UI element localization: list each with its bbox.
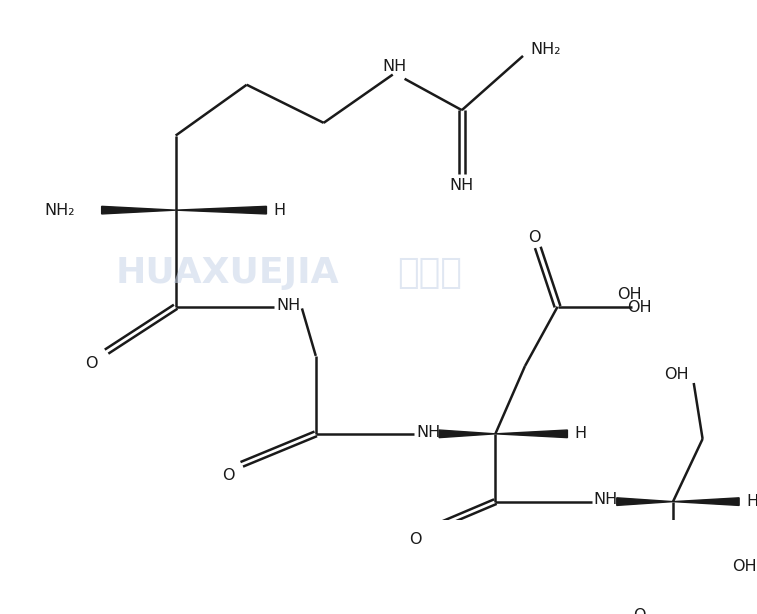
Text: NH: NH: [593, 492, 618, 507]
Polygon shape: [617, 498, 673, 505]
Text: OH: OH: [627, 300, 652, 315]
Text: NH: NH: [382, 58, 407, 74]
Text: OH: OH: [617, 287, 642, 302]
Text: 化学加: 化学加: [397, 256, 462, 290]
Polygon shape: [495, 430, 568, 438]
Text: O: O: [222, 468, 234, 483]
Text: O: O: [633, 608, 646, 614]
Text: O: O: [410, 532, 422, 547]
Text: H: H: [574, 426, 587, 441]
Text: NH: NH: [276, 298, 301, 313]
Text: NH₂: NH₂: [44, 203, 74, 217]
Polygon shape: [673, 498, 739, 505]
Text: NH₂: NH₂: [531, 42, 561, 56]
Text: NH: NH: [450, 178, 474, 193]
Text: NH: NH: [416, 425, 441, 440]
Polygon shape: [176, 206, 266, 214]
Text: H: H: [746, 494, 757, 509]
Text: OH: OH: [732, 559, 756, 573]
Text: H: H: [273, 203, 285, 217]
Text: OH: OH: [664, 367, 688, 382]
Text: O: O: [528, 230, 541, 245]
Polygon shape: [439, 430, 495, 438]
Text: O: O: [86, 356, 98, 371]
Text: HUAXUEJIA: HUAXUEJIA: [115, 256, 339, 290]
Polygon shape: [101, 206, 176, 214]
